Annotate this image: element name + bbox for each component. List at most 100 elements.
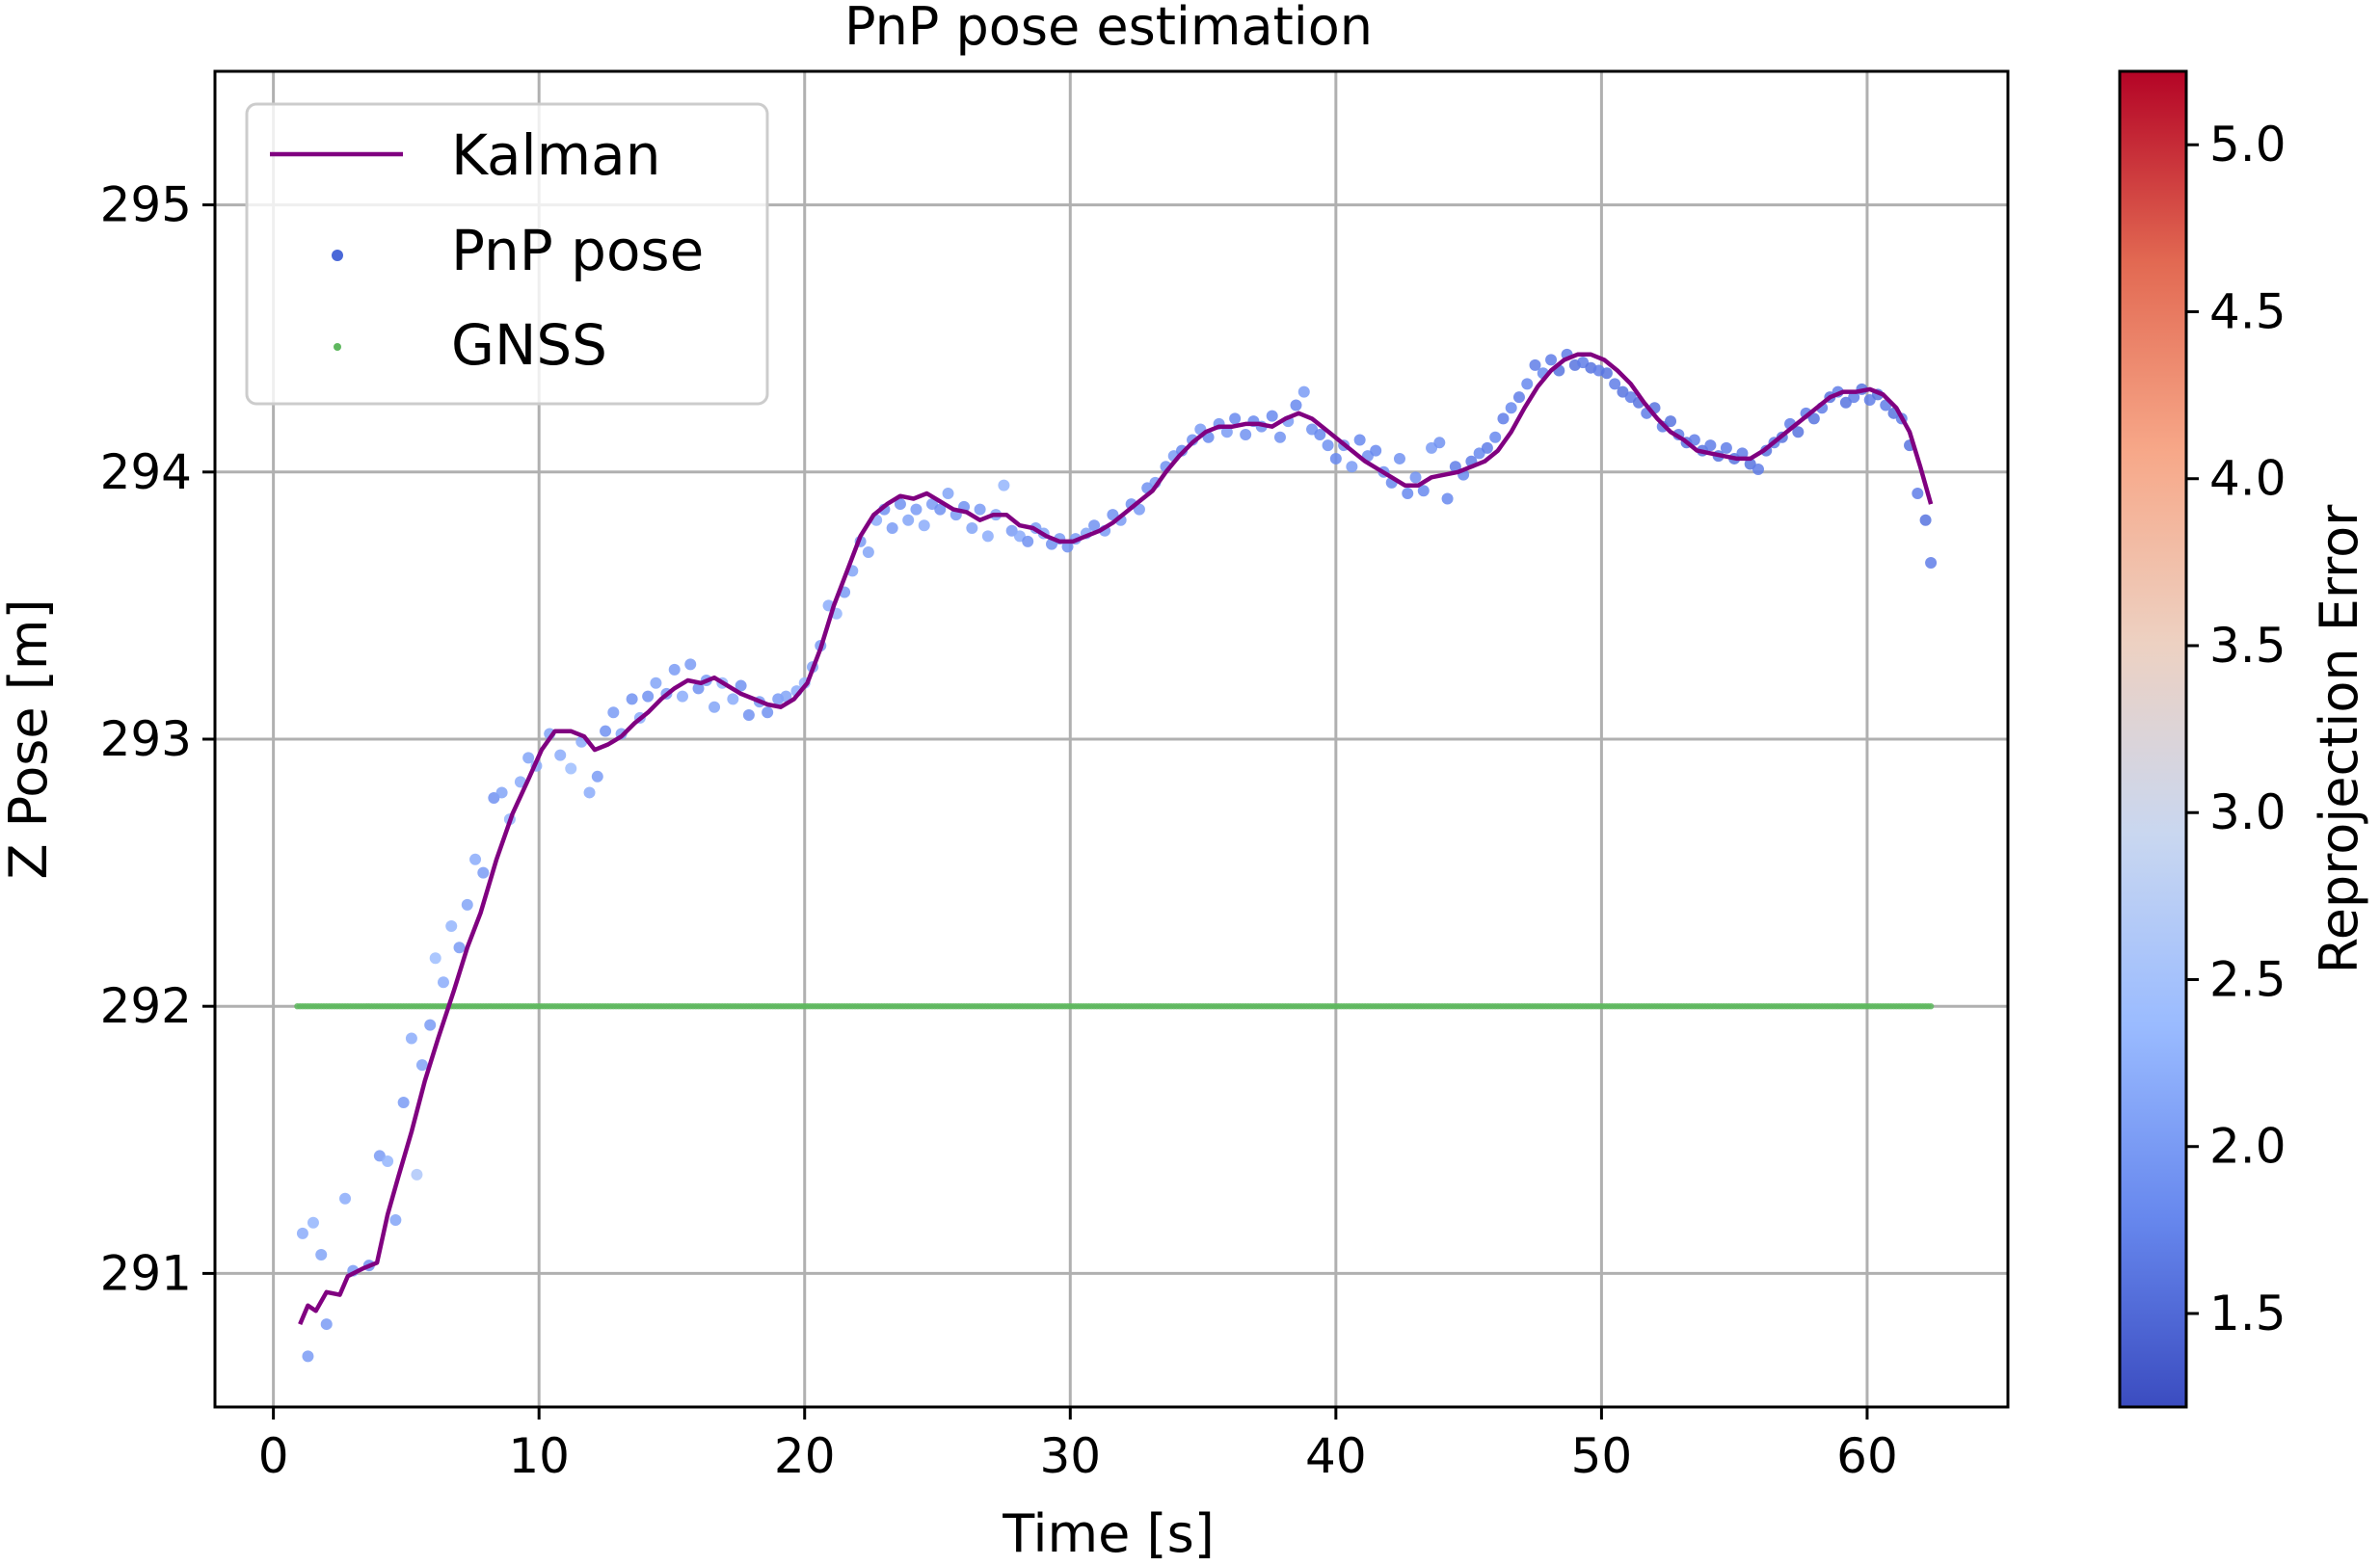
pnp-pose-point — [296, 1227, 308, 1239]
pnp-pose-point — [735, 679, 747, 692]
pnp-pose-point — [1449, 461, 1461, 473]
pnp-pose-point — [1329, 452, 1342, 464]
pnp-pose-point — [1720, 441, 1732, 454]
pnp-pose-point — [910, 503, 923, 516]
legend-label-gnss: GNSS — [451, 312, 607, 378]
pnp-pose-point — [1133, 503, 1145, 516]
pnp-pose-point — [307, 1216, 319, 1229]
x-tick-label: 30 — [1039, 1428, 1101, 1484]
pnp-pose-point — [1489, 431, 1502, 443]
pnp-pose-point — [642, 690, 655, 703]
pnp-pose-point — [382, 1155, 394, 1167]
colorbar-tick-label: 4.5 — [2209, 283, 2286, 339]
kalman-line — [298, 352, 1934, 1325]
pnp-pose-point — [315, 1248, 328, 1261]
pnp-pose-point — [1688, 434, 1700, 446]
pnp-pose-point — [1353, 434, 1366, 446]
pnp-pose-point — [1545, 354, 1558, 366]
pnp-pose-point — [1925, 557, 1938, 570]
x-tick-label: 0 — [258, 1428, 289, 1484]
pnp-pose-point — [942, 487, 954, 499]
colorbar-tick-label: 2.0 — [2209, 1119, 2286, 1175]
pnp-pose-point — [626, 693, 638, 705]
pnp-pose-point — [998, 479, 1010, 491]
y-tick-label: 292 — [100, 978, 192, 1034]
pnp-pose-point — [1417, 485, 1430, 497]
colorbar-tick-label: 2.5 — [2209, 951, 2286, 1007]
pnp-pose-point — [974, 503, 986, 516]
pnp-pose-point — [1088, 519, 1101, 532]
y-tick-label: 294 — [100, 444, 192, 500]
pnp-pose-point — [1433, 437, 1446, 449]
x-axis-ticks: 0 10 20 30 40 50 60 — [258, 1407, 1898, 1484]
legend-gnss-swatch — [334, 343, 341, 351]
legend-box — [245, 102, 769, 406]
pnp-pose-point — [1497, 412, 1510, 425]
pnp-pose-point — [650, 677, 662, 689]
pnp-pose-point — [339, 1192, 352, 1205]
pnp-pose-point — [397, 1096, 410, 1108]
pnp-pose-point — [607, 706, 620, 719]
x-tick-label: 40 — [1305, 1428, 1367, 1484]
pnp-pose-point — [886, 522, 898, 535]
pnp-pose-point — [600, 725, 612, 737]
pnp-pose-point — [453, 942, 466, 954]
pnp-pose-point — [469, 853, 482, 865]
pnp-pose-point — [742, 709, 755, 722]
pnp-pose-point — [1297, 385, 1310, 398]
x-tick-label: 10 — [508, 1428, 570, 1484]
colorbar-label: Reprojection Error — [2309, 504, 2369, 974]
colorbar-ticks: 1.5 2.0 2.5 3.0 3.5 4.0 4.5 5.0 — [2186, 117, 2286, 1341]
pnp-pose-point — [320, 1318, 333, 1331]
pnp-pose-point — [1370, 444, 1382, 457]
pnp-pose-point — [966, 522, 978, 535]
pnp-pose-point — [437, 976, 449, 989]
pnp-pose-point — [902, 514, 915, 526]
pnp-pose-point — [1240, 428, 1252, 440]
colorbar-tick-label: 5.0 — [2209, 117, 2286, 173]
pnp-pose-point — [477, 866, 490, 879]
x-axis-label: Time [s] — [1002, 1503, 1215, 1564]
legend-pnp-swatch — [332, 250, 343, 261]
pnp-pose-point — [461, 898, 473, 911]
pnp-pose-point — [1529, 358, 1541, 371]
pnp-pose-point — [1912, 487, 1924, 499]
pnp-pose-point — [1521, 378, 1534, 390]
pnp-pose-point — [583, 786, 596, 799]
pnp-pose-point — [495, 786, 508, 799]
pnp-pose-point — [514, 776, 526, 788]
pnp-pose-point — [1609, 378, 1621, 390]
x-tick-label: 60 — [1836, 1428, 1898, 1484]
pnp-pose-point — [1273, 431, 1286, 443]
colorbar-tick-label: 1.5 — [2209, 1286, 2286, 1341]
pnp-pose-point — [1736, 447, 1749, 460]
pnp-pose-point — [1322, 439, 1334, 452]
pnp-pose-point — [762, 706, 774, 719]
pnp-pose-point — [1665, 415, 1677, 428]
pnp-pose-point — [1402, 487, 1414, 499]
pnp-pose-point — [918, 519, 930, 532]
pnp-pose-point — [668, 663, 681, 676]
pnp-pose-point — [522, 752, 535, 764]
pnp-pose-point — [1314, 428, 1326, 440]
pnp-pose-point — [1919, 514, 1932, 526]
chart-title: PnP pose estimation — [844, 0, 1373, 57]
legend: Kalman PnP pose GNSS — [245, 102, 769, 406]
pnp-pose-point — [1752, 464, 1764, 476]
pnp-pose-point — [1848, 391, 1860, 404]
pnp-pose-point — [1022, 535, 1034, 547]
pnp-pose-series — [296, 348, 1938, 1363]
pnp-pose-point — [1441, 492, 1454, 505]
pnp-pose-point — [591, 770, 603, 783]
pnp-pose-point — [1393, 452, 1405, 464]
pnp-pose-point — [1220, 426, 1233, 438]
legend-label-pnp-pose: PnP pose — [451, 218, 704, 283]
pnp-pose-point — [780, 690, 792, 703]
pnp-pose-point — [1481, 441, 1493, 454]
pnp-pose-point — [411, 1168, 423, 1181]
pnp-pose-point — [684, 658, 697, 671]
pnp-pose-point — [1704, 439, 1717, 452]
y-axis-ticks: 291 292 293 294 295 — [100, 177, 215, 1301]
pnp-pose-point — [1807, 412, 1820, 425]
